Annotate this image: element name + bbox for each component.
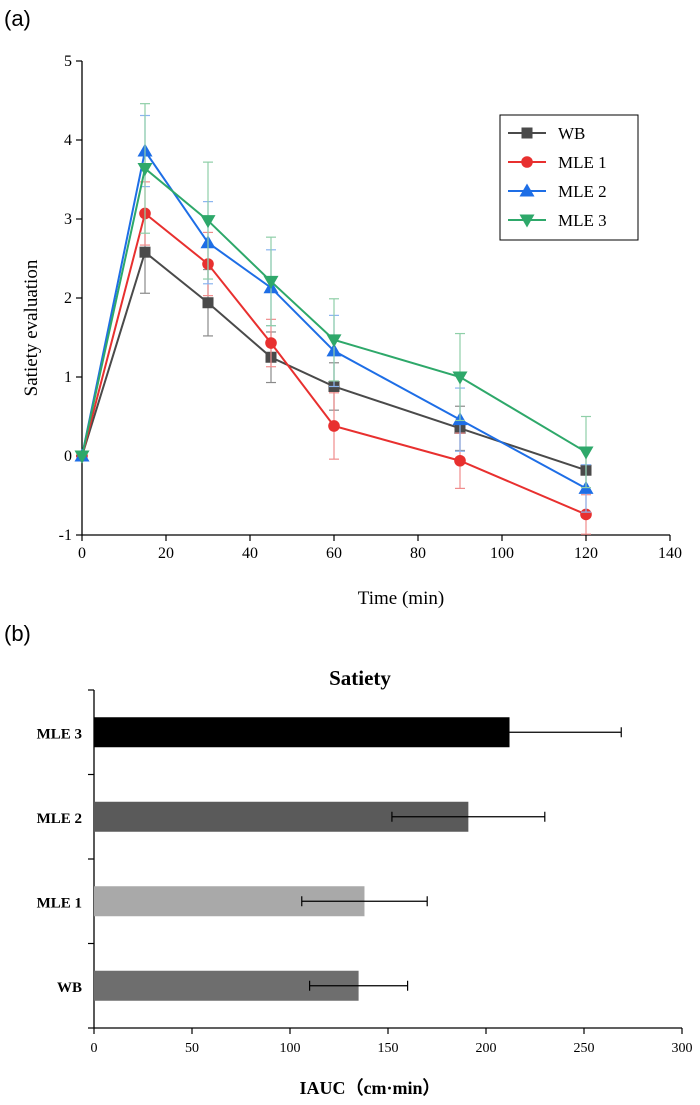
data-point	[326, 334, 342, 348]
x-axis-title: IAUC（cm·min）	[300, 1078, 441, 1098]
legend-label: MLE 2	[558, 182, 607, 201]
legend-label: MLE 1	[558, 153, 607, 172]
y-tick-label: -1	[59, 527, 72, 544]
x-tick-label: 120	[574, 545, 598, 562]
x-tick-label: 80	[410, 545, 426, 562]
y-tick-label: 0	[64, 448, 72, 465]
x-tick-label: 200	[476, 1041, 497, 1056]
x-tick-label: 300	[672, 1041, 693, 1056]
line-chart-satiety-evaluation: 0 20 40 60 80 100 120 140 -1 0 1 2 3 4 5 Time (min) Sati…	[21, 53, 682, 609]
data-point	[202, 297, 214, 309]
legend-marker	[521, 127, 533, 139]
series-mle-3	[74, 103, 594, 489]
x-tick-label: 60	[326, 545, 342, 562]
x-tick-label: 0	[91, 1041, 98, 1056]
data-point	[265, 337, 277, 349]
category-label: MLE 2	[37, 811, 82, 827]
y-tick-label: 3	[64, 211, 72, 228]
x-axis-title: Time (min)	[358, 588, 444, 609]
x-tick-label: 100	[490, 545, 514, 562]
y-axis-title: Satiety evaluation	[21, 259, 42, 396]
x-tick-label: 150	[378, 1041, 399, 1056]
panel-label-b: (b)	[4, 621, 31, 646]
bar-chart-satiety-iauc: Satiety 0 50 100 150 200 250 300 MLE 3 MLE 2 MLE 1…	[37, 666, 693, 1098]
data-point	[139, 246, 151, 258]
data-point	[200, 215, 216, 229]
category-label: MLE 1	[37, 895, 82, 911]
legend-marker	[521, 156, 533, 168]
data-point	[263, 275, 279, 289]
y-tick-label: 4	[64, 132, 72, 149]
data-point	[74, 450, 90, 464]
x-tick-label: 20	[158, 545, 174, 562]
legend-label: MLE 3	[558, 211, 607, 230]
x-tick-label: 100	[280, 1041, 301, 1056]
legend-marker	[519, 214, 535, 228]
y-tick-label: 2	[64, 290, 72, 307]
data-point	[452, 371, 468, 385]
x-tick-label: 140	[658, 545, 682, 562]
panel-label-a: (a)	[4, 6, 31, 31]
legend-marker	[519, 183, 535, 197]
category-label: MLE 3	[37, 726, 82, 742]
x-tick-label: 0	[78, 545, 86, 562]
data-point	[328, 420, 340, 432]
data-point	[578, 446, 594, 460]
x-tick-label: 250	[574, 1041, 595, 1056]
category-label: WB	[57, 980, 82, 996]
x-tick-label: 40	[242, 545, 258, 562]
x-tick-label: 50	[185, 1041, 199, 1056]
legend: WB MLE 1 MLE 2 MLE 3	[499, 114, 639, 241]
y-tick-label: 1	[64, 369, 72, 386]
data-point	[454, 454, 466, 467]
y-tick-label: 5	[64, 53, 72, 70]
legend-label: WB	[558, 124, 585, 143]
data-point	[137, 162, 153, 176]
chart-title: Satiety	[329, 666, 391, 690]
